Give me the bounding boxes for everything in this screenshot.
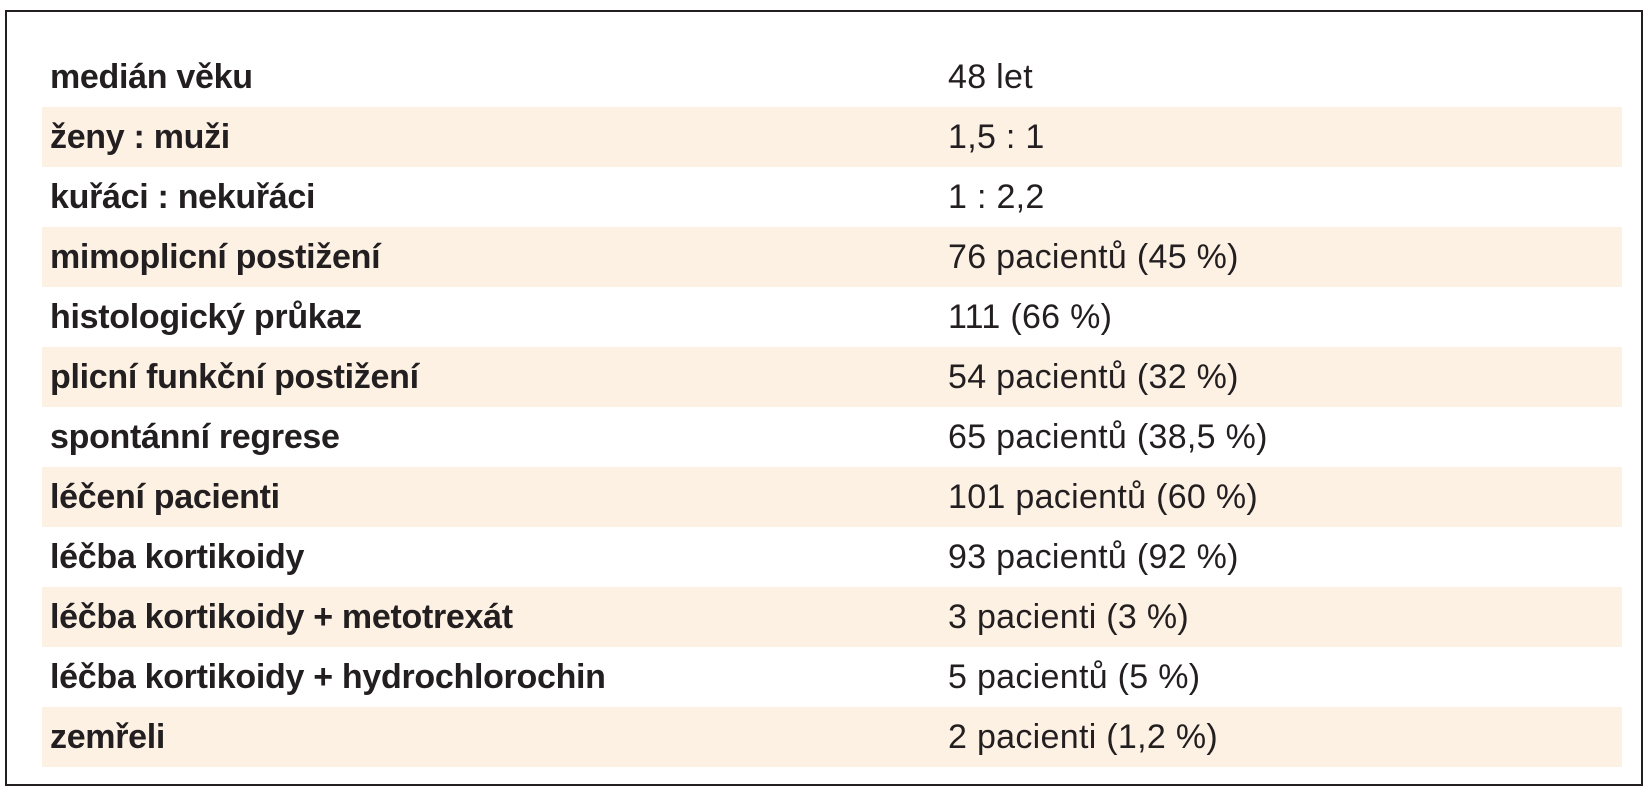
row-value: 101 pacientů (60 %) [948,478,1259,516]
table-row: zemřeli 2 pacienti (1,2 %) [42,707,1622,767]
row-value: 111 (66 %) [948,298,1113,336]
row-value: 2 pacienti (1,2 %) [948,718,1218,756]
row-value: 1 : 2,2 [948,178,1045,216]
row-label: mimoplicní postižení [50,238,381,276]
row-label: léčba kortikoidy + metotrexát [50,598,513,636]
row-value: 5 pacientů (5 %) [948,658,1201,696]
row-value: 76 pacientů (45 %) [948,238,1239,276]
row-value: 3 pacienti (3 %) [948,598,1190,636]
row-label: ženy : muži [50,118,230,156]
row-value: 65 pacientů (38,5 %) [948,418,1268,456]
table-row: medián věku 48 let [42,47,1622,107]
row-label: medián věku [50,58,253,96]
table-row: léčení pacienti 101 pacientů (60 %) [42,467,1622,527]
row-value: 1,5 : 1 [948,118,1045,156]
table-row: plicní funkční postižení 54 pacientů (32… [42,347,1622,407]
row-label: zemřeli [50,718,166,756]
table-row: léčba kortikoidy 93 pacientů (92 %) [42,527,1622,587]
row-label: spontánní regrese [50,418,340,456]
table-frame: medián věku 48 let ženy : muži 1,5 : 1 k… [5,10,1643,786]
table-row: léčba kortikoidy + hydrochlorochin 5 pac… [42,647,1622,707]
row-label: kuřáci : nekuřáci [50,178,316,216]
row-label: plicní funkční postižení [50,358,419,396]
table-row: kuřáci : nekuřáci 1 : 2,2 [42,167,1622,227]
row-value: 48 let [948,58,1033,96]
table-row: léčba kortikoidy + metotrexát 3 pacienti… [42,587,1622,647]
row-label: histologický průkaz [50,298,362,336]
row-value: 93 pacientů (92 %) [948,538,1239,576]
data-table: medián věku 48 let ženy : muži 1,5 : 1 k… [42,47,1622,767]
row-label: léčba kortikoidy [50,538,305,576]
row-label: léčení pacienti [50,478,280,516]
table-row: mimoplicní postižení 76 pacientů (45 %) [42,227,1622,287]
table-row: spontánní regrese 65 pacientů (38,5 %) [42,407,1622,467]
row-label: léčba kortikoidy + hydrochlorochin [50,658,606,696]
table-row: ženy : muži 1,5 : 1 [42,107,1622,167]
row-value: 54 pacientů (32 %) [948,358,1239,396]
table-row: histologický průkaz 111 (66 %) [42,287,1622,347]
